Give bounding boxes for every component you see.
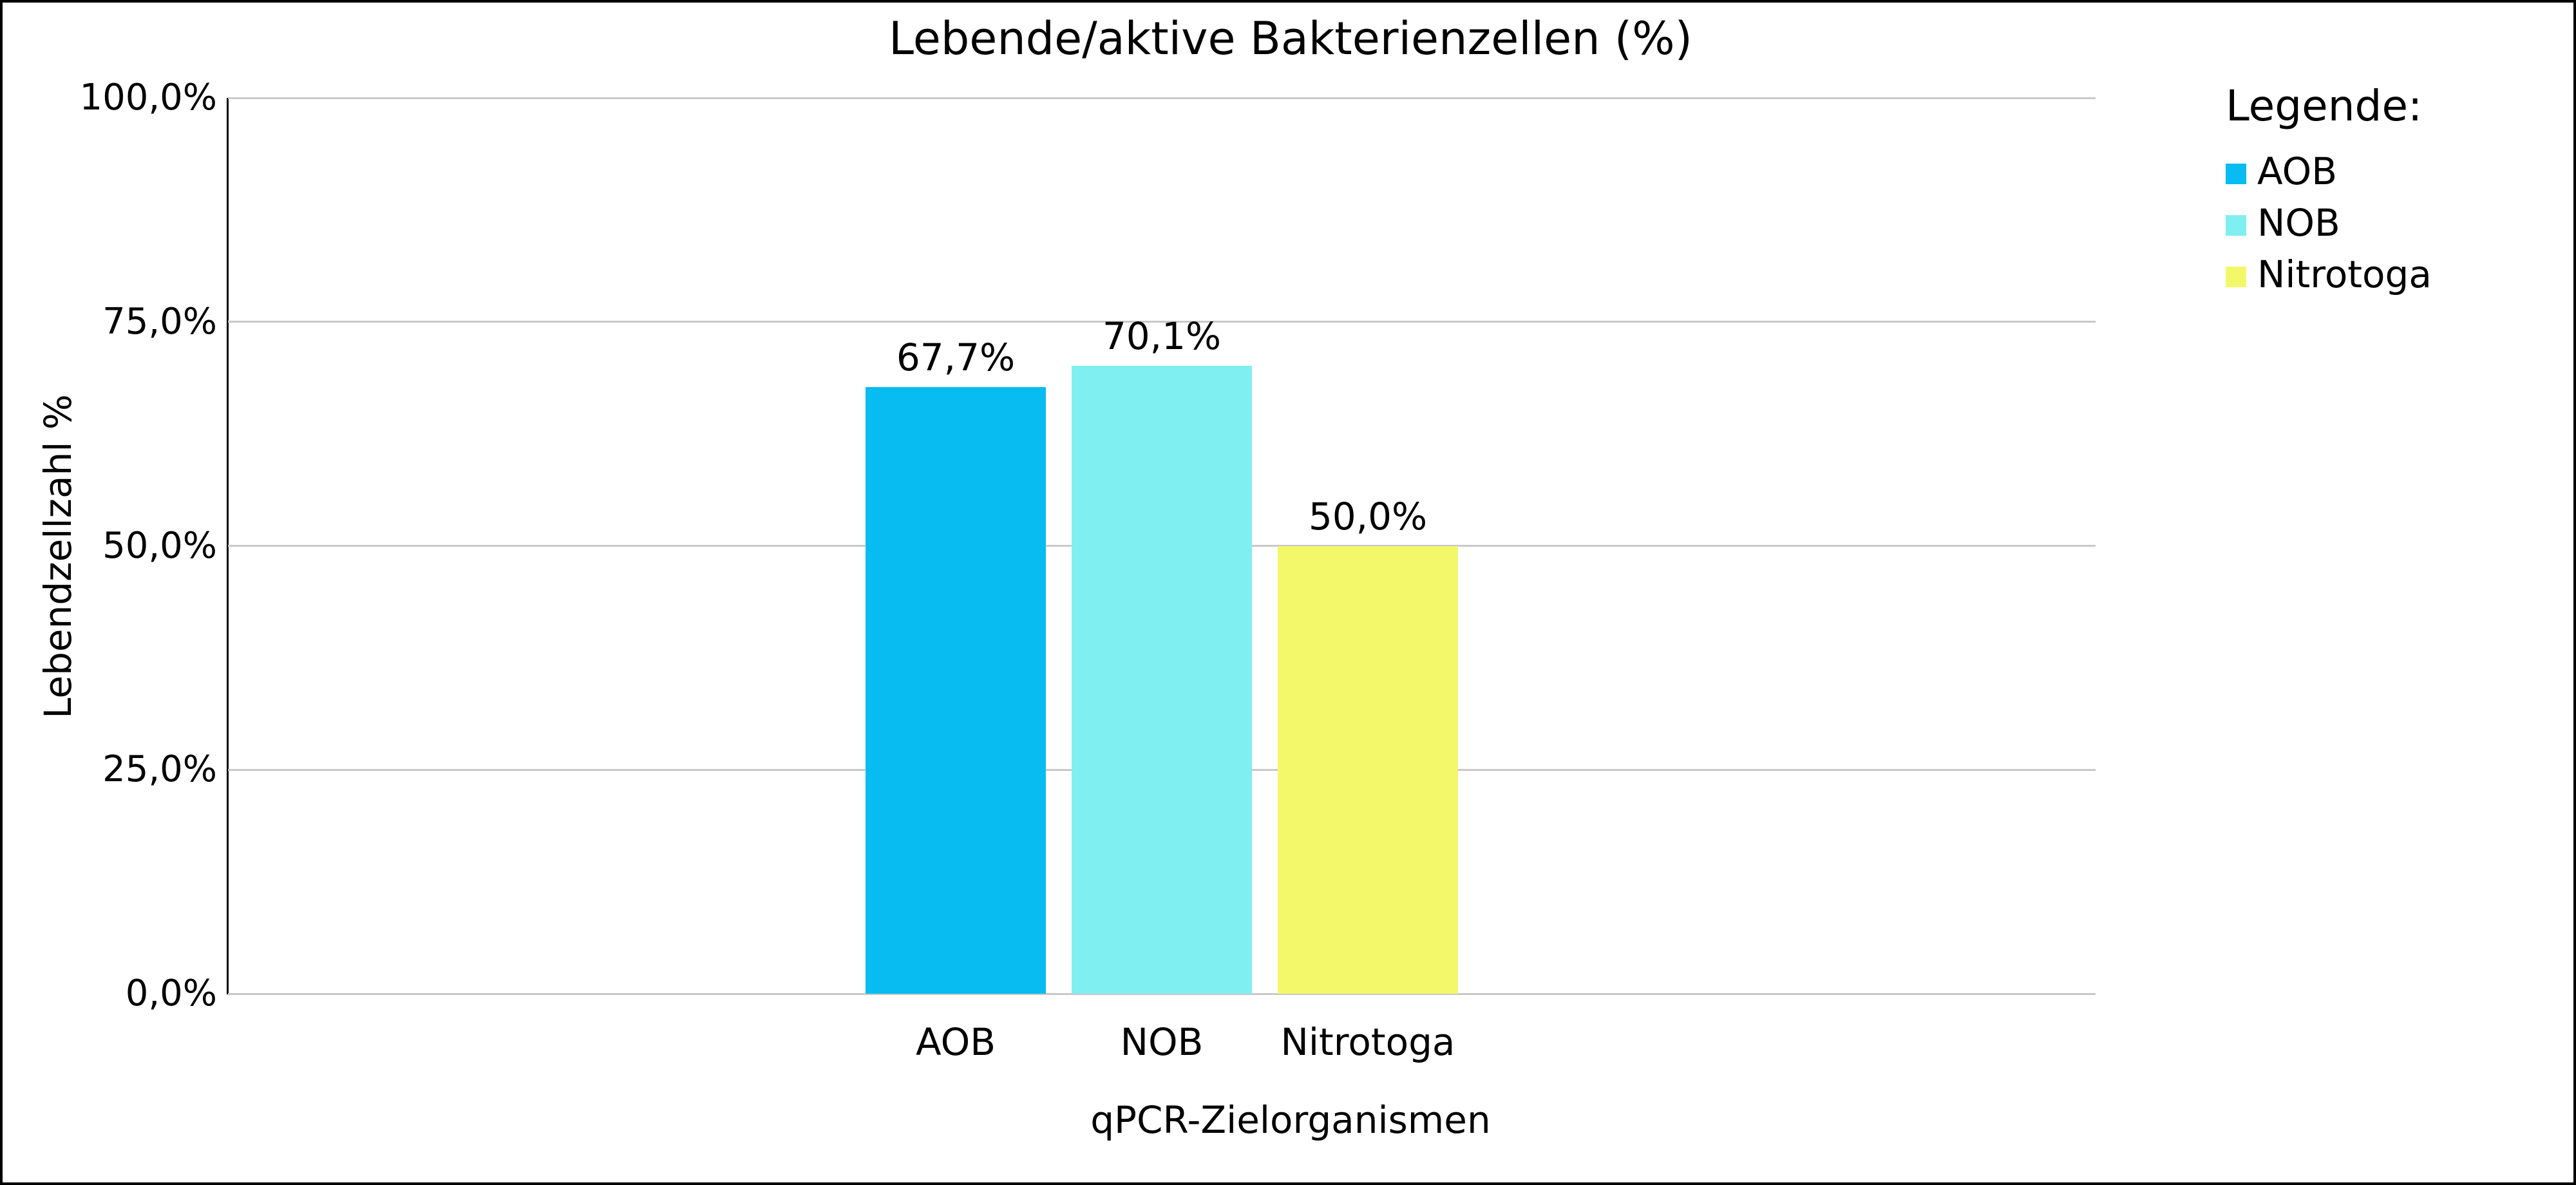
y-tick-label-25: 25,0% bbox=[102, 748, 217, 791]
gridline-0 bbox=[228, 992, 2096, 995]
gridline-100 bbox=[228, 97, 2096, 99]
x-category-label-nitrotoga: Nitrotoga bbox=[1280, 1020, 1455, 1064]
legend-item-aob: AOB bbox=[2226, 147, 2337, 196]
bar-nitrotoga bbox=[1278, 545, 1458, 994]
legend-item-nitrotoga: Nitrotoga bbox=[2226, 250, 2432, 299]
y-axis-line bbox=[227, 98, 229, 994]
legend-swatch-nitrotoga bbox=[2226, 267, 2246, 287]
y-tick-label-100: 100,0% bbox=[79, 77, 217, 118]
bar-value-label-nob: 70,1% bbox=[1102, 314, 1222, 358]
plot-area: 67,7% 70,1% 50,0% bbox=[228, 97, 2096, 995]
legend-label-aob: AOB bbox=[2257, 149, 2338, 193]
legend-label-nob: NOB bbox=[2257, 201, 2340, 245]
legend-swatch-nob bbox=[2226, 215, 2246, 236]
bar-aob bbox=[866, 387, 1046, 994]
x-axis-title: qPCR-Zielorganismen bbox=[1090, 1098, 1491, 1142]
x-category-label-aob: AOB bbox=[915, 1020, 996, 1064]
gridline-75 bbox=[228, 321, 2096, 323]
y-tick-label-75: 75,0% bbox=[102, 300, 217, 343]
legend-item-nob: NOB bbox=[2226, 198, 2340, 247]
legend-title: Legende: bbox=[2226, 81, 2423, 131]
chart-title: Lebende/aktive Bakterienzellen (%) bbox=[888, 12, 1692, 65]
x-category-label-nob: NOB bbox=[1120, 1020, 1204, 1064]
bar-nob bbox=[1072, 365, 1252, 994]
bar-value-label-nitrotoga: 50,0% bbox=[1308, 494, 1428, 538]
legend-swatch-aob bbox=[2226, 164, 2246, 184]
legend-label-nitrotoga: Nitrotoga bbox=[2257, 252, 2432, 296]
y-axis-title: Lebendzellzahl % bbox=[36, 394, 80, 719]
bar-value-label-aob: 67,7% bbox=[896, 336, 1016, 380]
y-tick-label-50: 50,0% bbox=[102, 524, 217, 567]
y-tick-label-0: 0,0% bbox=[125, 972, 217, 1014]
